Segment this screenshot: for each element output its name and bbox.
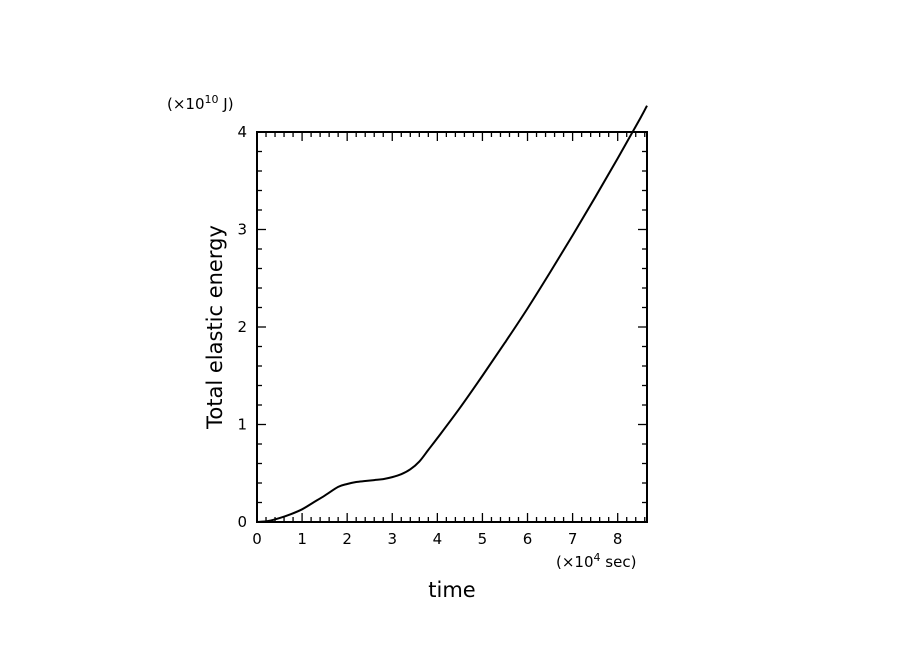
x-axis-title: time — [428, 578, 475, 602]
x-tick-label: 8 — [613, 530, 623, 548]
y-tick-label: 0 — [237, 513, 247, 531]
x-tick-label: 3 — [387, 530, 397, 548]
y-axis-title: Total elastic energy — [203, 225, 227, 430]
x-tick-label: 4 — [433, 530, 443, 548]
series-line — [256, 105, 648, 522]
x-tick-label: 7 — [568, 530, 578, 548]
axis-ticks — [256, 131, 647, 523]
x-tick-labels: 0 1 2 3 4 5 6 7 8 — [252, 530, 622, 548]
y-unit-label: (×1010 J) — [167, 93, 234, 113]
y-tick-labels: 0 1 2 3 4 — [237, 123, 247, 531]
y-tick-label: 2 — [237, 318, 247, 336]
y-tick-label: 4 — [237, 123, 247, 141]
x-unit-label: (×104 sec) — [556, 551, 636, 571]
x-tick-label: 1 — [297, 530, 307, 548]
x-tick-label: 0 — [252, 530, 262, 548]
y-tick-label: 3 — [237, 221, 247, 239]
x-tick-label: 5 — [478, 530, 488, 548]
plot-frame — [256, 131, 648, 523]
x-tick-label: 6 — [523, 530, 533, 548]
x-tick-label: 2 — [342, 530, 352, 548]
y-tick-label: 1 — [237, 416, 247, 434]
